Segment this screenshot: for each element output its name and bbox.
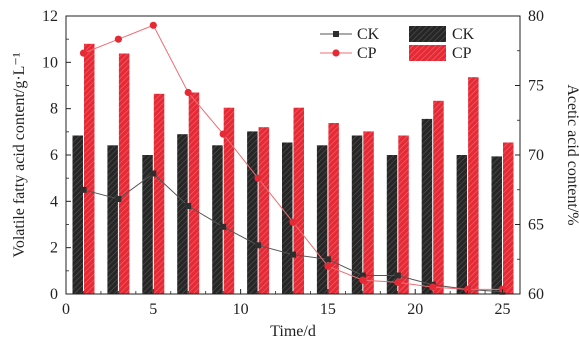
axes: 0 5 10 15 20 25 0 2 4 6 8 10 12 60 65 70 75 80 Time/d Volat…: [11, 8, 579, 340]
bar-cp-day-9: [223, 107, 235, 294]
point-cp-day-13: [289, 218, 297, 226]
x-tick-label: 5: [149, 301, 157, 318]
bar-ck-day-5: [142, 155, 153, 294]
bar-cp-day-15: [328, 123, 339, 294]
point-cp-day-15: [324, 262, 332, 270]
y-right-tick-label: 60: [528, 286, 544, 303]
bar-ck-day-9: [212, 145, 223, 294]
bar-ck-day-3: [107, 145, 118, 294]
y-right-tick-label: 80: [528, 8, 544, 25]
bar-ck-day-7: [177, 134, 188, 294]
bar-layer: [72, 43, 514, 295]
bar-cp-day-1: [84, 43, 95, 294]
y-left-tick-label: 4: [50, 193, 58, 210]
bar-ck-day-25: [491, 156, 502, 294]
point-ck-day-19: [394, 272, 401, 279]
bar-ck-day-1: [72, 135, 83, 294]
point-cp-day-21: [429, 283, 437, 291]
legend-bar-cp-swatch: [409, 45, 446, 61]
x-tick-label: 10: [233, 301, 249, 318]
bar-cp-day-3: [118, 53, 130, 294]
point-ck-day-9: [220, 223, 227, 230]
point-ck-day-11: [255, 242, 262, 249]
bar-cp-day-23: [468, 77, 479, 294]
y-right-tick-label: 65: [528, 217, 544, 234]
y-right-tick-label: 70: [528, 147, 544, 164]
point-ck-day-7: [185, 203, 192, 209]
x-tick-label: 15: [320, 301, 336, 318]
bar-cp-day-7: [188, 92, 200, 294]
bar-ck-day-11: [247, 131, 258, 294]
legend-bar-ck-swatch: [409, 26, 446, 42]
y-left-tick-label: 6: [50, 147, 58, 164]
legend: CK CP CK CP: [320, 26, 475, 62]
bar-ck-day-23: [456, 155, 468, 294]
bar-cp-day-17: [363, 131, 374, 294]
legend-bar-cp-label: CP: [452, 45, 472, 62]
x-axis-title: Time/d: [270, 323, 316, 340]
y-left-tick-label: 0: [50, 286, 58, 303]
y-left-axis-title: Volatile fatty acid content/g·L⁻¹: [11, 52, 28, 258]
x-tick-label: 25: [495, 301, 511, 318]
bar-ck-day-15: [316, 145, 328, 294]
y-left-tick-label: 12: [42, 8, 58, 25]
bar-ck-day-21: [421, 118, 433, 295]
point-cp-day-23: [464, 285, 472, 293]
y-right-axis-title: Acetic acid content/%: [564, 84, 579, 225]
point-cp-day-9: [219, 130, 227, 138]
y-left-tick-label: 2: [50, 240, 58, 257]
bar-ck-day-17: [351, 135, 363, 294]
bar-ck-day-13: [282, 142, 293, 294]
point-ck-day-13: [290, 251, 296, 258]
legend-line-cp-marker: [332, 49, 340, 57]
legend-line-ck-marker: [333, 31, 339, 37]
legend-bar-ck-label: CK: [452, 26, 475, 43]
point-cp-day-11: [254, 174, 262, 182]
y-left-tick-label: 10: [42, 54, 58, 71]
bar-ck-day-19: [386, 155, 398, 294]
point-cp-day-1: [79, 49, 88, 57]
point-cp-day-7: [184, 88, 192, 97]
bar-cp-day-21: [433, 100, 444, 294]
bar-cp-day-5: [153, 93, 165, 294]
legend-line-ck-label: CK: [357, 26, 380, 43]
bar-cp-day-25: [503, 142, 514, 294]
point-ck-day-15: [324, 256, 331, 263]
point-ck-day-5: [150, 170, 157, 177]
y-right-tick-label: 75: [528, 78, 544, 95]
x-tick-label: 0: [62, 301, 70, 318]
point-ck-day-3: [115, 196, 122, 202]
point-cp-day-17: [359, 276, 367, 284]
point-cp-day-3: [114, 35, 122, 43]
point-cp-day-5: [149, 21, 157, 29]
legend-line-cp-label: CP: [357, 45, 377, 62]
bar-cp-day-13: [293, 107, 304, 294]
y-left-tick-label: 8: [50, 101, 58, 118]
x-tick-label: 20: [407, 301, 423, 318]
point-cp-day-19: [394, 278, 402, 286]
point-ck-day-17: [359, 272, 366, 279]
bar-cp-day-11: [258, 127, 270, 294]
bar-cp-day-19: [398, 135, 409, 294]
point-ck-day-1: [80, 186, 87, 193]
